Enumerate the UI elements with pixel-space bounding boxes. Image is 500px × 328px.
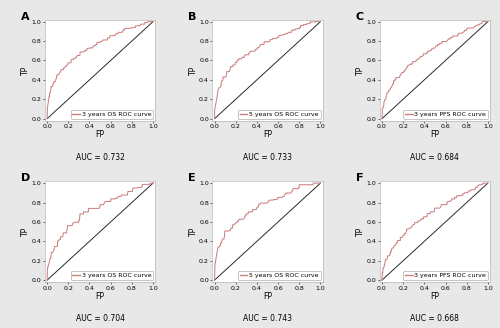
Y-axis label: TP: TP [356,227,365,236]
Text: AUC = 0.668: AUC = 0.668 [410,314,460,323]
Text: A: A [21,11,29,22]
Y-axis label: TP: TP [356,66,365,75]
Text: AUC = 0.684: AUC = 0.684 [410,153,460,162]
Y-axis label: TP: TP [22,66,30,75]
Text: E: E [188,173,196,183]
X-axis label: FP: FP [430,131,440,139]
X-axis label: FP: FP [96,292,104,301]
Text: AUC = 0.732: AUC = 0.732 [76,153,124,162]
Y-axis label: TP: TP [22,227,30,236]
Text: AUC = 0.743: AUC = 0.743 [243,314,292,323]
Text: AUC = 0.704: AUC = 0.704 [76,314,124,323]
Text: F: F [356,173,363,183]
Text: AUC = 0.733: AUC = 0.733 [243,153,292,162]
X-axis label: FP: FP [263,131,272,139]
Legend: 5 years OS ROC curve: 5 years OS ROC curve [238,110,320,119]
Text: C: C [356,11,364,22]
Legend: 3 years PFS ROC curve: 3 years PFS ROC curve [403,271,488,280]
Legend: 3 years PFS ROC curve: 3 years PFS ROC curve [403,110,488,119]
Legend: 3 years OS ROC curve: 3 years OS ROC curve [70,110,154,119]
Legend: 5 years OS ROC curve: 5 years OS ROC curve [238,271,320,280]
X-axis label: FP: FP [430,292,440,301]
X-axis label: FP: FP [263,292,272,301]
Legend: 3 years OS ROC curve: 3 years OS ROC curve [70,271,154,280]
Text: B: B [188,11,196,22]
Text: D: D [21,173,30,183]
X-axis label: FP: FP [96,131,104,139]
Y-axis label: TP: TP [188,227,198,236]
Y-axis label: TP: TP [188,66,198,75]
